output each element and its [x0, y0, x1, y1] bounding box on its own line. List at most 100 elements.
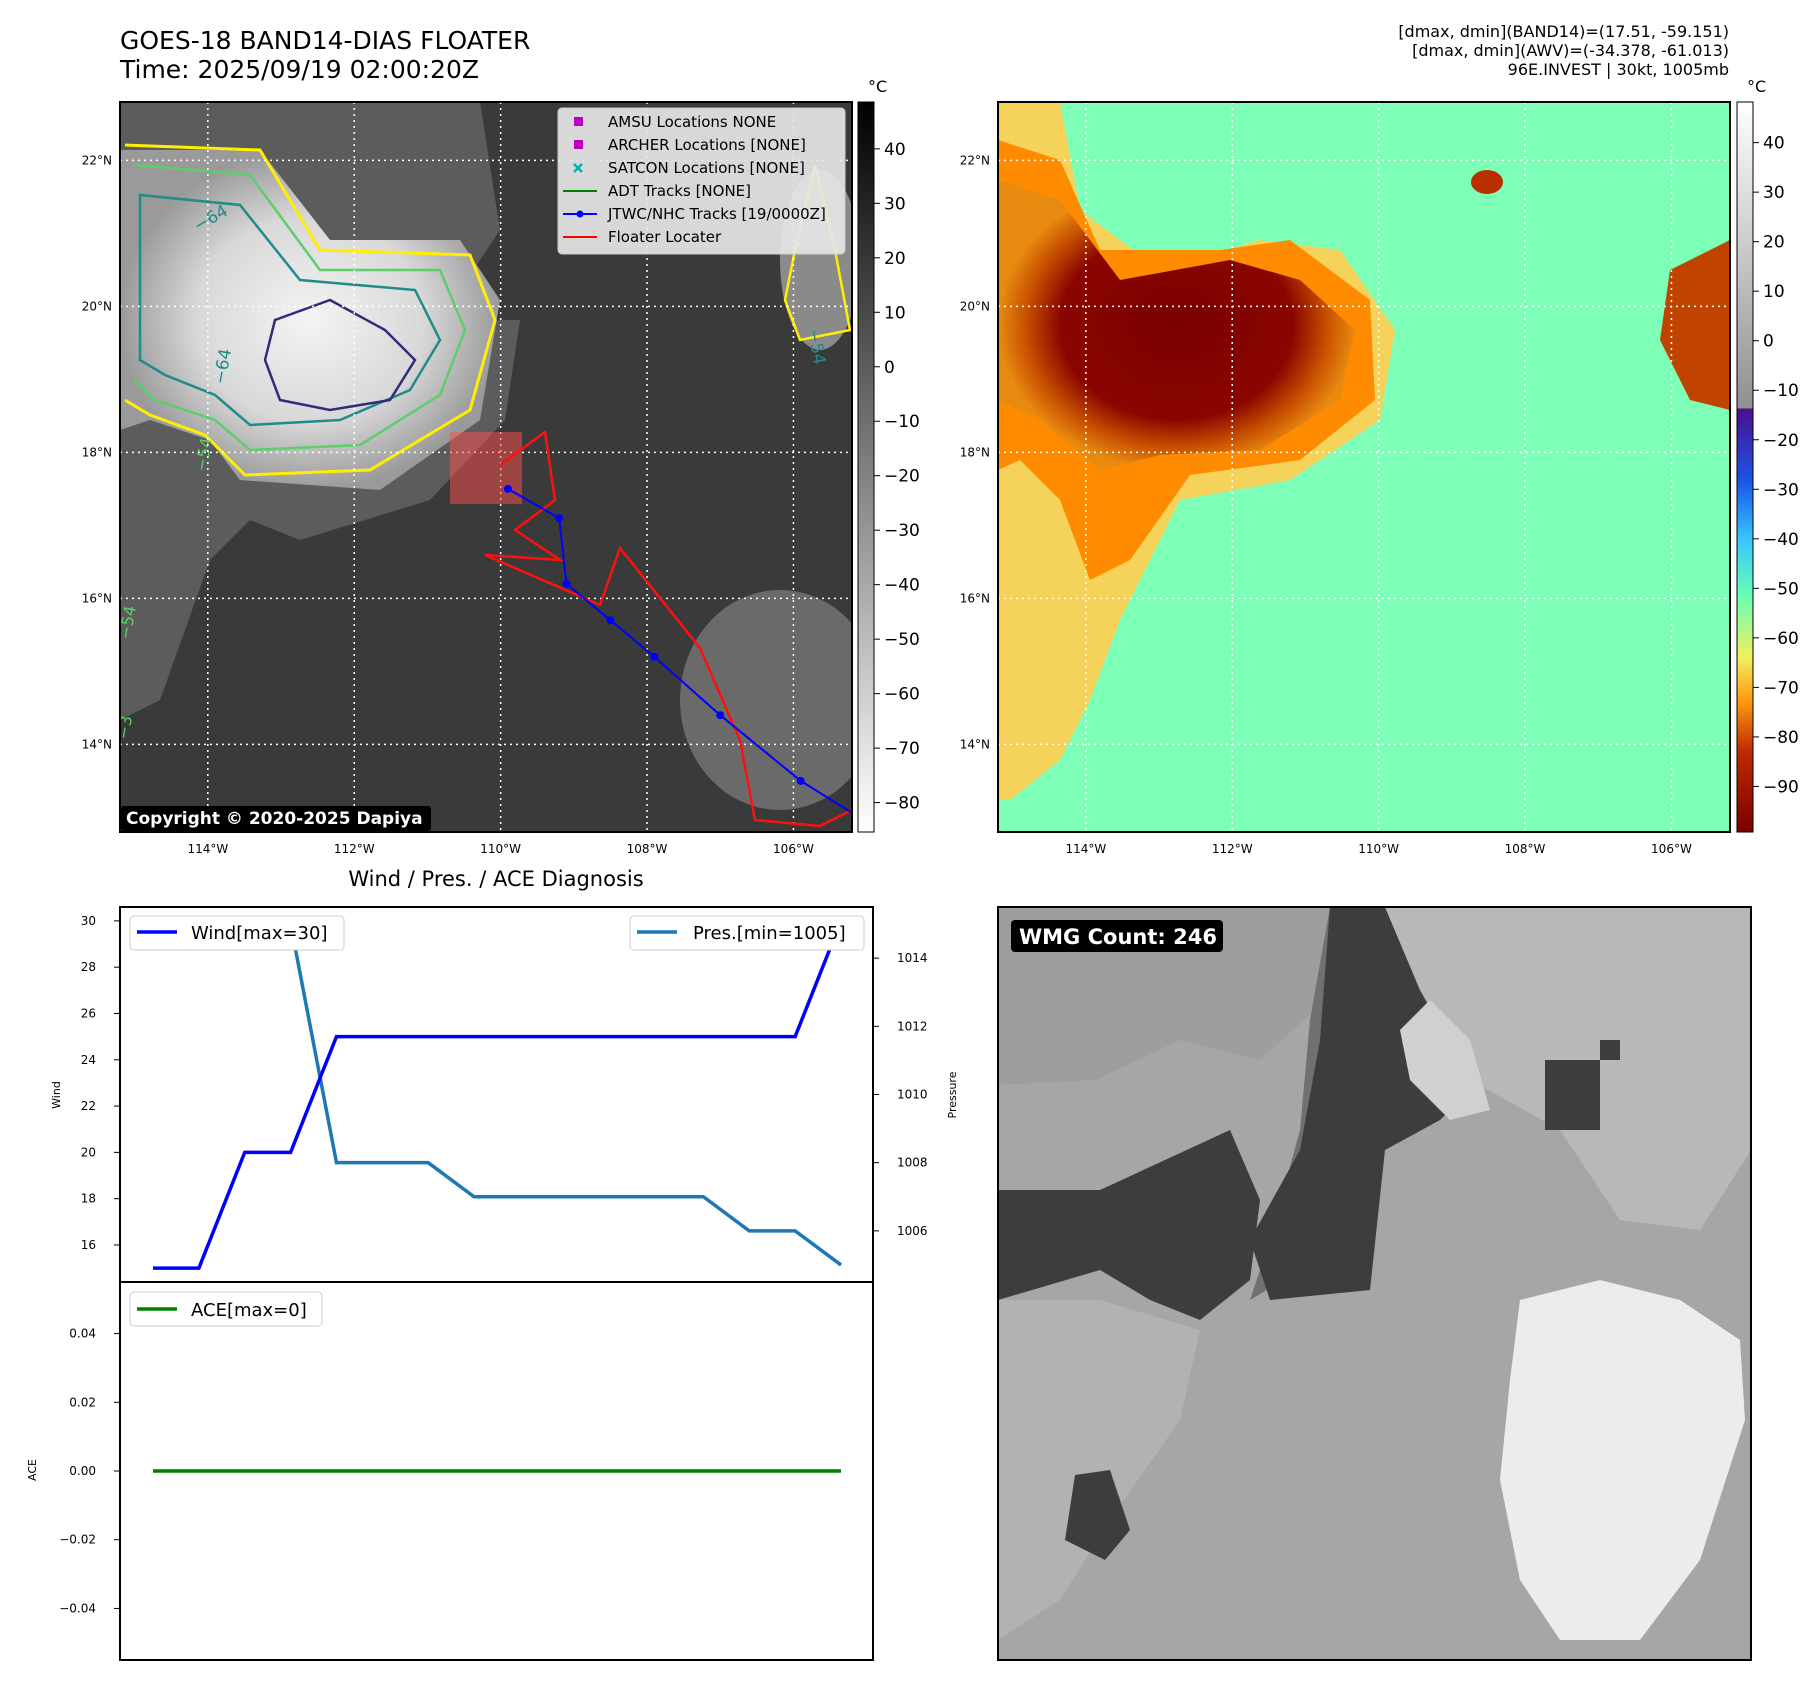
map-legend: AMSU Locations NONE ARCHER Locations [NON…	[557, 107, 846, 255]
contour-label-6: −3	[113, 714, 136, 741]
wind-legend-label: Wind[max=30]	[191, 923, 328, 944]
ir-contour-green	[134, 163, 467, 452]
legend-box	[557, 107, 846, 255]
ir-cbar-tick-label: −30	[884, 521, 920, 541]
pressure-legend: Pres.[min=1005]	[629, 915, 865, 951]
info-band14: [dmax, dmin](BAND14)=(17.51, -59.151)	[1398, 22, 1729, 41]
ace-legend-label: ACE[max=0]	[191, 1300, 307, 1321]
lat-label: 20°N	[82, 299, 112, 313]
ir-cloud-southeast	[680, 590, 852, 810]
lat-label: 20°N	[960, 299, 990, 313]
lat-label: 22°N	[960, 153, 990, 167]
figure-time: Time: 2025/09/19 02:00:20Z	[120, 55, 479, 84]
awv-blob-east	[1660, 240, 1730, 410]
ir-cbar-tick-label: 20	[884, 249, 906, 269]
pressure-axis-label: Pressure	[946, 1071, 959, 1118]
legend-item: SATCON Locations [NONE]	[573, 159, 805, 177]
awv-cbar-tick-label: 20	[1763, 233, 1785, 253]
ir-cbar-tick-label: 30	[884, 194, 906, 214]
lat-label: 18°N	[82, 445, 112, 459]
awv-dry-core	[998, 180, 1355, 470]
pressure-tick-label: 1012	[897, 1019, 928, 1033]
jtwc-track-line	[507, 488, 852, 815]
pressure-tick-label: 1006	[897, 1224, 928, 1238]
ace-tick-label: 0.00	[69, 1464, 96, 1478]
ir-contour-teal	[138, 193, 442, 427]
floater-box	[450, 432, 522, 504]
ace-tick-label: −0.02	[59, 1533, 96, 1547]
wind-tick-label: 18	[81, 1192, 96, 1206]
legend-item: Floater Locater	[563, 228, 722, 246]
floater-locater-path	[484, 429, 852, 828]
ir-axis-labels: 22°N 20°N 18°N 16°N 14°N 114°W 112°W 110°W 108°W…	[82, 153, 814, 856]
legend-label: AMSU Locations NONE	[608, 113, 776, 131]
wmg-region-bright-se	[1500, 1280, 1745, 1640]
lat-label: 14°N	[82, 737, 112, 751]
pressure-tick-label: 1010	[897, 1088, 928, 1102]
ace-legend: ACE[max=0]	[129, 1291, 323, 1327]
lat-label: 14°N	[960, 737, 990, 751]
lon-label: 110°W	[480, 842, 521, 856]
awv-cbar-tick-label: 10	[1763, 282, 1785, 302]
ir-cbar-tick-label: −50	[884, 630, 920, 650]
awv-cbar-tick-label: −30	[1763, 480, 1799, 500]
ir-cbar-tick-label: −80	[884, 794, 920, 814]
ir-cloud-core	[120, 150, 500, 490]
wmg-dark-patch-east	[1545, 1060, 1600, 1130]
wmg-region-dark-south	[1065, 1470, 1130, 1560]
copyright-badge: Copyright © 2020-2025 Dapiya	[121, 806, 431, 831]
jtwc-track-point	[555, 514, 564, 523]
legend-item: AMSU Locations NONE	[574, 113, 776, 131]
ir-cbar-tick-label: −20	[884, 467, 920, 487]
awv-blob-small	[1471, 170, 1503, 194]
wind-tick-label: 24	[81, 1053, 96, 1067]
wmg-count-bg	[1011, 920, 1223, 952]
ir-cbar-tick-label: −40	[884, 576, 920, 596]
awv-cbar-tick-label: −50	[1763, 579, 1799, 599]
awv-cbar-tick-label: 40	[1763, 134, 1785, 154]
jtwc-track-point	[606, 616, 615, 625]
jtwc-track	[503, 484, 852, 815]
awv-cbar-tick-label: −20	[1763, 431, 1799, 451]
lon-label: 106°W	[1651, 842, 1692, 856]
lon-label: 108°W	[627, 842, 668, 856]
awv-cbar-tick-label: −10	[1763, 381, 1799, 401]
awv-colorbar-unit: °C	[1747, 77, 1766, 96]
lon-label: 110°W	[1358, 842, 1399, 856]
wmg-count-badge: WMG Count: 246	[1011, 920, 1223, 952]
lon-label: 108°W	[1505, 842, 1546, 856]
ir-map-frame	[119, 101, 853, 833]
info-awv: [dmax, dmin](AWV)=(-34.378, -61.013)	[1412, 41, 1729, 60]
wmg-frame	[997, 906, 1752, 1661]
pressure-legend-box	[629, 915, 865, 951]
legend-label: Floater Locater	[608, 228, 722, 246]
figure-title: GOES-18 BAND14-DIAS FLOATER	[120, 26, 531, 55]
pressure-tick-label: 1008	[897, 1156, 928, 1170]
wind-tick-label: 28	[81, 960, 96, 974]
legend-label: JTWC/NHC Tracks [19/0000Z]	[607, 205, 826, 223]
wmg-region-light-sw	[998, 1300, 1200, 1640]
lat-label: 16°N	[82, 591, 112, 605]
ace-tick-label: 0.02	[69, 1395, 96, 1409]
ir-colorbar	[857, 101, 875, 833]
legend-item: JTWC/NHC Tracks [19/0000Z]	[563, 205, 826, 223]
awv-map-frame	[997, 101, 1731, 833]
ace-legend-box	[129, 1291, 323, 1327]
ir-cbar-tick-label: −10	[884, 412, 920, 432]
ir-contour-navy	[263, 298, 417, 412]
legend-label: ARCHER Locations [NONE]	[608, 136, 806, 154]
ir-cbar-tick-label: −60	[884, 685, 920, 705]
awv-gridlines	[998, 102, 1730, 832]
ace-tick-label: −0.04	[59, 1601, 96, 1615]
jtwc-track-point	[716, 711, 725, 720]
wind-legend-box	[129, 915, 345, 951]
wmg-region-dark-west	[998, 1130, 1260, 1320]
diagnosis-title: Wind / Pres. / ACE Diagnosis	[348, 867, 643, 891]
ir-cbar-tick-label: 0	[884, 358, 895, 378]
wind-series-line	[153, 920, 843, 1270]
wind-pressure-chart	[119, 906, 874, 1283]
awv-cbar-tick-label: −80	[1763, 728, 1799, 748]
legend-label: SATCON Locations [NONE]	[608, 159, 805, 177]
jtwc-track-point	[503, 484, 512, 493]
